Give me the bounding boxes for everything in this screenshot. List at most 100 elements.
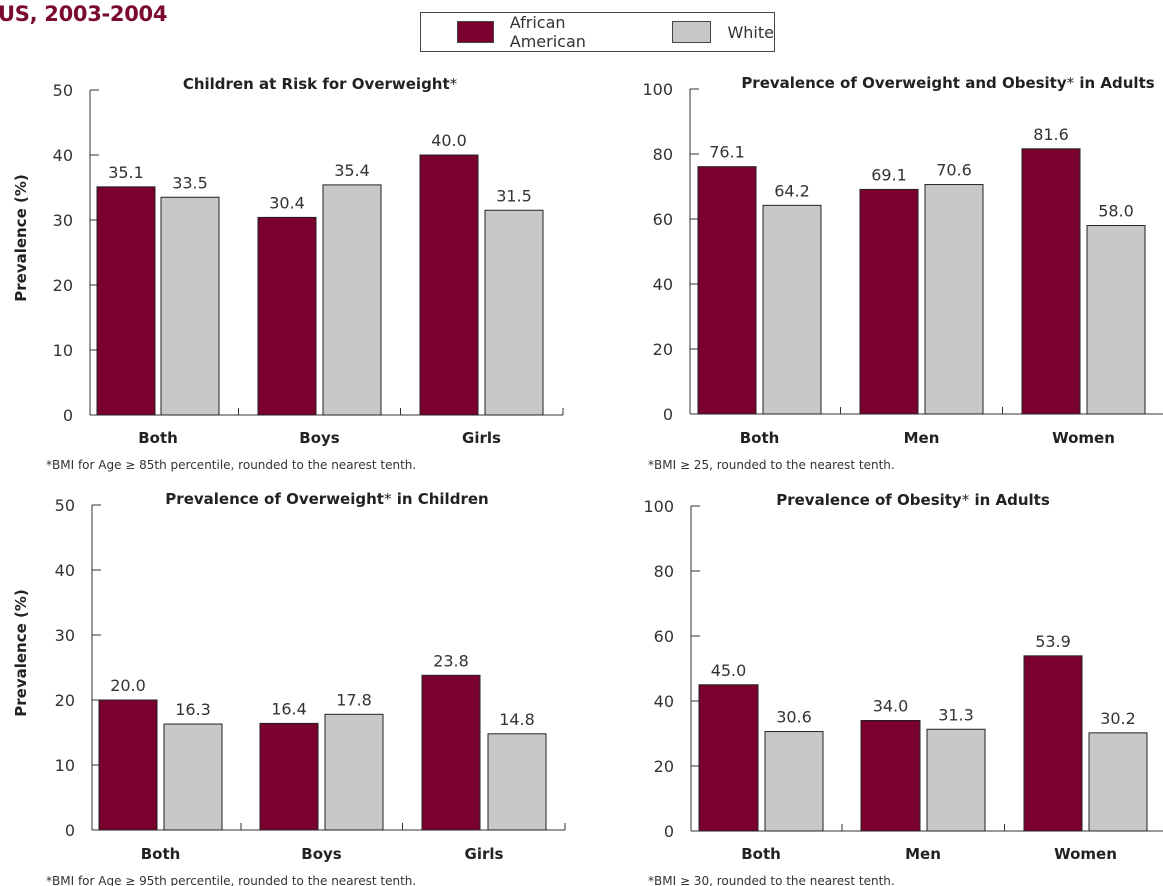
bar-white-boys [322,184,382,416]
y-tick-label: 20 [55,691,75,710]
chart-panel-1: Prevalence of Overweight and Obesity* in… [642,74,1163,472]
bar-white-boys [324,713,384,831]
y-axis-label: Prevalence (%) [12,589,30,717]
chart-title-3: Prevalence of Obesity* in Adults [776,491,1050,509]
y-tick-label: 60 [653,210,673,229]
data-label-white-both: 30.6 [776,708,812,727]
bar-white-women [1088,732,1148,832]
data-label-african-american-both: 35.1 [108,163,144,182]
category-label-both: Both [740,429,780,447]
bar-white-both [764,731,824,832]
y-tick-label: 50 [55,496,75,515]
chart-footnote-3: *BMI ≥ 30, rounded to the nearest tenth. [648,874,895,886]
page-title: US, 2003-2004 [0,2,168,26]
data-label-african-american-men: 69.1 [871,165,907,184]
legend-label-white: White [727,22,774,42]
category-label-girls: Girls [465,845,504,863]
data-label-african-american-women: 53.9 [1035,632,1071,651]
legend-item-white: White [672,21,774,43]
data-label-white-women: 58.0 [1098,202,1134,221]
data-label-african-american-both: 45.0 [711,661,747,680]
data-label-white-boys: 17.8 [336,690,372,709]
y-tick-label: 0 [664,822,674,841]
chart-title-2: Prevalence of Overweight* in Children [165,490,488,508]
bar-african-american-men [859,188,919,415]
chart-panel-0: Children at Risk for Overweight* 0 10 20 30 4… [12,75,564,472]
chart-title-1: Prevalence of Overweight and Obesity* in… [741,74,1154,92]
y-tick-label: 10 [53,341,73,360]
legend-item-african-american: African American [457,13,638,51]
data-label-white-boys: 35.4 [334,161,370,180]
category-label-girls: Girls [462,429,501,447]
category-label-women: Women [1052,429,1115,447]
data-label-white-both: 64.2 [774,181,810,200]
bar-white-women [1086,225,1146,415]
data-label-african-american-both: 20.0 [110,676,146,695]
category-label-both: Both [141,845,181,863]
bar-african-american-women [1021,148,1081,415]
legend-label-african-american: African American [509,13,586,51]
chart-title-marker: * [962,491,970,509]
bar-african-american-girls [421,674,481,831]
chart-title-main: Prevalence of Overweight [165,490,384,508]
y-tick-label: 40 [654,692,674,711]
data-label-african-american-boys: 30.4 [269,193,305,212]
chart-title-marker: * [450,75,458,93]
bar-white-girls [484,209,544,416]
bar-white-girls [487,733,547,831]
y-tick-label: 80 [653,145,673,164]
chart-title-main: Prevalence of Overweight and Obesity [741,74,1067,92]
y-tick-label: 100 [642,80,673,99]
data-label-african-american-girls: 40.0 [431,131,467,150]
legend-swatch-white [672,21,712,43]
category-label-men: Men [904,429,940,447]
legend-swatch-african-american [457,21,494,43]
category-label-women: Women [1054,845,1117,863]
chart-title-suffix: in Children [391,490,488,508]
y-tick-label: 0 [663,405,673,424]
category-label-both: Both [138,429,178,447]
category-label-boys: Boys [299,429,340,447]
y-tick-label: 10 [55,756,75,775]
y-tick-label: 60 [654,627,674,646]
bar-african-american-men [860,720,921,832]
bar-white-men [926,728,986,832]
chart-title-0: Children at Risk for Overweight* [183,75,458,93]
data-label-white-men: 31.3 [938,705,974,724]
chart-title-suffix: in Adults [969,491,1050,509]
bar-african-american-both [697,166,757,415]
data-label-white-girls: 31.5 [496,186,532,205]
bar-african-american-both [98,699,158,831]
y-tick-label: 0 [65,821,75,840]
y-tick-label: 50 [53,81,73,100]
bar-african-american-boys [257,216,317,416]
data-label-white-both: 16.3 [175,700,211,719]
y-tick-label: 30 [53,211,73,230]
y-tick-label: 40 [55,561,75,580]
category-label-both: Both [741,845,781,863]
chart-panel-2: Prevalence of Overweight* in Children 0 10… [12,490,566,886]
bar-african-american-women [1023,655,1083,832]
data-label-african-american-girls: 23.8 [433,651,469,670]
chart-title-suffix: in Adults [1074,74,1155,92]
category-label-boys: Boys [301,845,342,863]
chart-panel-3: Prevalence of Obesity* in Adults 0 20 40 60 8… [643,491,1163,886]
data-label-african-american-men: 34.0 [873,697,909,716]
y-tick-label: 40 [653,275,673,294]
chart-footnote-2: *BMI for Age ≥ 95th percentile, rounded … [46,874,416,886]
bar-white-men [924,184,984,415]
data-label-white-both: 33.5 [172,173,208,192]
chart-title-marker: * [384,490,392,508]
data-label-white-women: 30.2 [1100,709,1136,728]
y-tick-label: 20 [653,340,673,359]
chart-title-main: Children at Risk for Overweight [183,75,450,93]
y-tick-label: 80 [654,562,674,581]
category-label-men: Men [905,845,941,863]
bar-white-both [160,196,220,416]
y-axis-label: Prevalence (%) [12,174,30,302]
data-label-white-men: 70.6 [936,161,972,180]
bar-white-both [163,723,223,831]
chart-title-main: Prevalence of Obesity [776,491,962,509]
data-label-african-american-boys: 16.4 [271,699,307,718]
